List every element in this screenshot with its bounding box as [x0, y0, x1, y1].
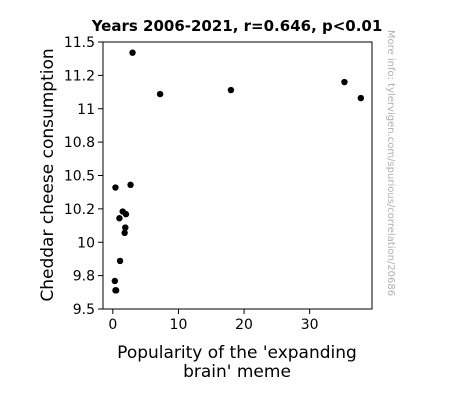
data-point: [121, 229, 128, 237]
y-tick-label: 10.2: [64, 202, 95, 218]
y-tick-label: 9.5: [73, 302, 95, 318]
x-axis-title-line-2: brain' meme: [183, 362, 291, 382]
plot-area-border: [102, 41, 373, 310]
data-point: [112, 287, 120, 294]
data-point: [112, 184, 119, 191]
y-tick-label: 11.5: [64, 35, 95, 51]
y-tick-label: 10.8: [64, 135, 95, 151]
data-point: [357, 94, 365, 102]
data-points: [111, 49, 365, 294]
x-tick-label: 10: [170, 317, 188, 333]
y-tick-label: 10.5: [64, 169, 95, 185]
plot-frame: [102, 41, 373, 310]
data-point: [116, 215, 123, 222]
y-axis-title: Cheddar cheese consumption: [38, 48, 58, 301]
watermark-text: More info: tylervigen.com/spurious/corre…: [385, 30, 396, 296]
y-axis: 9.5 9.8 10 10.2 10.5 10.8 11 11.2 11.5: [64, 35, 103, 318]
y-tick-label: 11.2: [64, 68, 95, 84]
data-point: [122, 224, 129, 231]
data-point: [227, 86, 235, 94]
data-point: [111, 277, 119, 285]
data-point: [156, 90, 164, 98]
x-axis-title-line-1: Popularity of the 'expanding: [117, 343, 357, 363]
chart-title: Years 2006-2021, r=0.646, p<0.01: [91, 17, 383, 35]
x-tick-label: 0: [108, 317, 117, 333]
y-tick-label: 9.8: [73, 269, 95, 285]
x-axis: 0 10 20 30: [108, 309, 319, 333]
data-point: [116, 257, 124, 265]
x-tick-label: 30: [301, 317, 319, 333]
data-point: [122, 211, 130, 218]
data-point: [129, 49, 136, 56]
y-tick-label: 11: [77, 102, 95, 118]
data-point: [341, 78, 348, 86]
y-tick-label: 10: [77, 235, 95, 251]
data-point: [127, 181, 134, 189]
x-tick-label: 20: [235, 317, 253, 333]
